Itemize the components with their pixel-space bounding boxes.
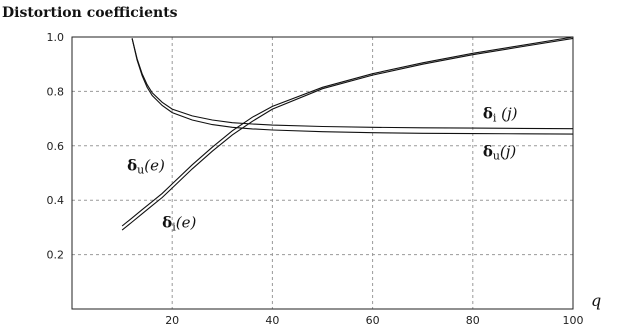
series-line-3 bbox=[131, 38, 574, 135]
series-layer bbox=[121, 36, 574, 231]
x-tick-label: 20 bbox=[165, 314, 179, 327]
x-tick-label: 80 bbox=[466, 314, 480, 327]
series-annotation: δi(e) bbox=[162, 213, 196, 233]
series-line-1 bbox=[121, 37, 574, 231]
x-tick-label: 40 bbox=[265, 314, 279, 327]
x-tick-label: 100 bbox=[563, 314, 584, 327]
x-tick-label: 60 bbox=[366, 314, 380, 327]
y-tick-label: 0.2 bbox=[47, 249, 65, 262]
series-annotation: δi (j) bbox=[483, 105, 518, 125]
tick-labels: 20 40 60 80 100 0.2 0.4 0.6 0.8 1.0 bbox=[47, 31, 584, 327]
y-tick-label: 0.8 bbox=[47, 85, 65, 98]
x-axis-label: q bbox=[591, 291, 601, 310]
y-tick-label: 1.0 bbox=[47, 31, 65, 44]
series-line-2 bbox=[131, 38, 574, 130]
chart-title: Distortion coefficients bbox=[2, 5, 178, 21]
series-annotation: δu(e) bbox=[127, 156, 165, 176]
plot-frame bbox=[71, 36, 574, 310]
y-tick-label: 0.6 bbox=[47, 140, 65, 153]
series-annotation: δu(j) bbox=[483, 143, 517, 163]
annotations: δu(e) δi(e) δi (j) δu(j) bbox=[127, 105, 518, 234]
y-tick-label: 0.4 bbox=[47, 194, 65, 207]
series-line-0 bbox=[121, 36, 574, 227]
